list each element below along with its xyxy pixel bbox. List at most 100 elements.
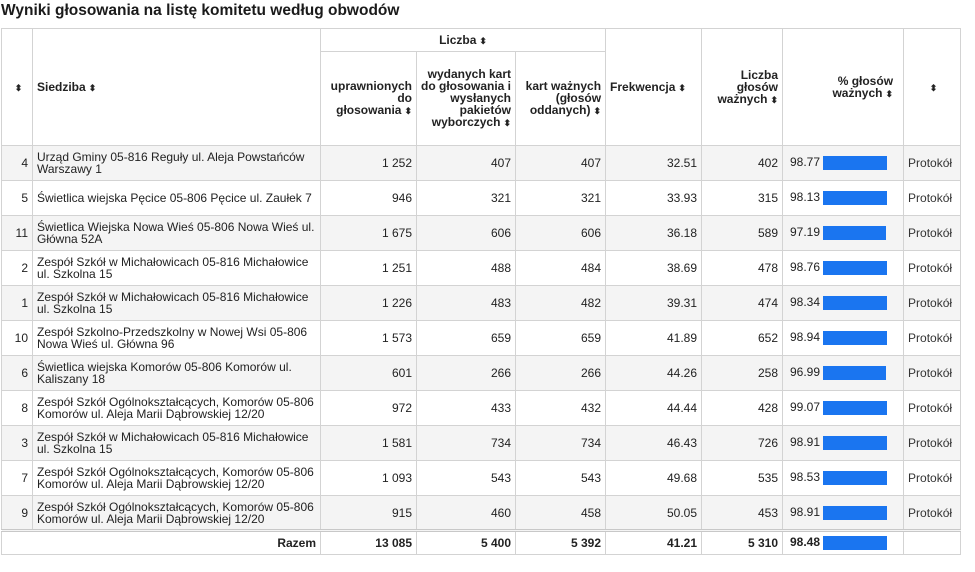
procent-value: 98.53 xyxy=(790,470,821,485)
procent-cell: 98.91 xyxy=(782,495,905,531)
frekwencja-cell: 41.89 xyxy=(605,320,703,356)
protokol-cell: Protokół xyxy=(903,180,962,216)
col-header-protokol[interactable]: ⬍ xyxy=(903,28,962,146)
sort-updown-icon: ⬍ xyxy=(593,106,602,116)
percent-bar xyxy=(823,156,888,170)
wydanych-cell: 266 xyxy=(416,355,516,391)
protokol-link[interactable]: Protokół xyxy=(908,156,953,170)
protokol-link[interactable]: Protokół xyxy=(908,471,953,485)
frekwencja-cell: 39.31 xyxy=(605,285,703,321)
protokol-link[interactable]: Protokół xyxy=(908,191,953,205)
procent-value: 98.91 xyxy=(790,504,821,519)
procent-cell: 98.13 xyxy=(782,180,905,216)
percent-bar xyxy=(823,331,888,345)
col-header-siedziba[interactable]: Siedziba ⬍ xyxy=(32,28,321,146)
sort-updown-icon: ⬍ xyxy=(88,82,97,93)
nr-cell: 10 xyxy=(1,320,33,356)
uprawnionych-cell: 1 093 xyxy=(320,460,417,496)
frekwencja-cell: 36.18 xyxy=(605,215,703,251)
col-header-liczba[interactable]: Liczba ⬍ xyxy=(319,28,607,52)
protokol-link[interactable]: Protokół xyxy=(908,401,953,415)
nr-cell: 5 xyxy=(1,180,33,216)
sort-updown-icon: ⬍ xyxy=(885,88,894,99)
nr-cell: 6 xyxy=(1,355,33,391)
col-header-label: % głosów ważnych xyxy=(832,73,894,100)
siedziba-cell: Zespół Szkół w Michałowicach 05-816 Mich… xyxy=(32,425,321,461)
procent-value: 98.77 xyxy=(790,155,821,170)
col-header-number[interactable]: ⬍ xyxy=(1,28,33,146)
frekwencja-cell: 38.69 xyxy=(605,250,703,286)
protokol-link[interactable]: Protokół xyxy=(908,261,953,275)
siedziba-cell: Zespół Szkolno-Przedszkolny w Nowej Wsi … xyxy=(32,320,321,356)
frekwencja-cell: 32.51 xyxy=(605,145,703,181)
frekwencja-cell: 49.68 xyxy=(605,460,703,496)
percent-bar xyxy=(823,401,888,415)
procent-value: 98.94 xyxy=(790,330,821,345)
frekwencja-cell: 50.05 xyxy=(605,495,703,531)
percent-bar xyxy=(823,536,888,550)
nr-cell: 3 xyxy=(1,425,33,461)
col-header-glosow-waznych[interactable]: Liczba głosów ważnych ⬍ xyxy=(701,28,784,146)
percent-bar xyxy=(823,366,887,380)
col-header-uprawnionych[interactable]: uprawnionych do głosowania ⬍ xyxy=(320,51,417,146)
table-row: 9 Zespół Szkół Ogólnokształcących, Komoró… xyxy=(1,495,962,531)
glosow-cell: 535 xyxy=(701,460,784,496)
kart-cell: 266 xyxy=(514,355,607,391)
kart-cell: 484 xyxy=(514,250,607,286)
uprawnionych-cell: 1 573 xyxy=(320,320,417,356)
wydanych-cell: 483 xyxy=(416,285,516,321)
wydanych-cell: 460 xyxy=(416,495,516,531)
col-header-frekwencja[interactable]: Frekwencja ⬍ xyxy=(605,28,703,146)
protokol-link[interactable]: Protokół xyxy=(908,226,953,240)
procent-cell: 98.53 xyxy=(782,460,905,496)
protokol-link[interactable]: Protokół xyxy=(908,366,953,380)
kart-cell: 482 xyxy=(514,285,607,321)
total-wydanych: 5 400 xyxy=(416,529,516,555)
total-procent: 98.48 xyxy=(790,535,821,550)
glosow-cell: 258 xyxy=(701,355,784,391)
wydanych-cell: 734 xyxy=(416,425,516,461)
table-row: 6 Świetlica wiejska Komorów 05-806 Komoró… xyxy=(1,355,962,391)
protokol-link[interactable]: Protokół xyxy=(908,331,953,345)
glosow-cell: 726 xyxy=(701,425,784,461)
protokol-link[interactable]: Protokół xyxy=(908,505,953,520)
procent-cell: 98.91 xyxy=(782,425,905,461)
procent-cell: 98.77 xyxy=(782,145,905,181)
table-row: 2 Zespół Szkół w Michałowicach 05-816 Mic… xyxy=(1,250,962,286)
table-row: 7 Zespół Szkół Ogólnokształcących, Komoró… xyxy=(1,460,962,496)
glosow-cell: 402 xyxy=(701,145,784,181)
procent-value: 98.76 xyxy=(790,260,821,275)
total-procent-cell: 98.48 xyxy=(782,529,905,555)
col-header-label: Frekwencja xyxy=(610,79,676,94)
nr-cell: 2 xyxy=(1,250,33,286)
procent-value: 99.07 xyxy=(790,400,821,415)
percent-bar xyxy=(823,191,888,205)
siedziba-cell: Zespół Szkół Ogólnokształcących, Komorów… xyxy=(32,495,321,531)
uprawnionych-cell: 946 xyxy=(320,180,417,216)
table-row: 10 Zespół Szkolno-Przedszkolny w Nowej Ws… xyxy=(1,320,962,356)
sort-updown-icon: ⬍ xyxy=(929,82,938,93)
glosow-cell: 478 xyxy=(701,250,784,286)
total-uprawnionych: 13 085 xyxy=(320,529,417,555)
kart-cell: 432 xyxy=(514,390,607,426)
protokol-cell: Protokół xyxy=(903,495,962,531)
col-header-label: Liczba xyxy=(439,32,477,47)
wydanych-cell: 433 xyxy=(416,390,516,426)
procent-value: 98.13 xyxy=(790,190,821,205)
frekwencja-cell: 44.44 xyxy=(605,390,703,426)
siedziba-cell: Zespół Szkół w Michałowicach 05-816 Mich… xyxy=(32,285,321,321)
uprawnionych-cell: 601 xyxy=(320,355,417,391)
col-header-label: wydanych kart do głosowania i wysłanych … xyxy=(421,67,512,129)
page-title: Wyniki głosowania na listę komitetu wedł… xyxy=(1,2,400,19)
protokol-link[interactable]: Protokół xyxy=(908,436,953,450)
protokol-link[interactable]: Protokół xyxy=(908,296,953,310)
percent-bar xyxy=(823,505,888,520)
total-glosow: 5 310 xyxy=(701,529,784,555)
col-header-kart-waznych[interactable]: kart ważnych (głosów oddanych) ⬍ xyxy=(514,51,607,146)
procent-cell: 99.07 xyxy=(782,390,905,426)
uprawnionych-cell: 1 226 xyxy=(320,285,417,321)
protokol-cell: Protokół xyxy=(903,250,962,286)
col-header-procent[interactable]: % głosów ważnych ⬍ xyxy=(782,28,905,146)
uprawnionych-cell: 915 xyxy=(320,495,417,531)
col-header-wydanych[interactable]: wydanych kart do głosowania i wysłanych … xyxy=(416,51,516,146)
